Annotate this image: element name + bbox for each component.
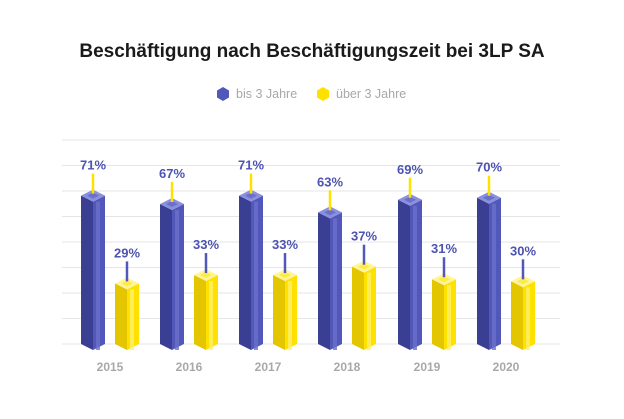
x-tick-label-2019: 2019 xyxy=(414,360,441,374)
value-label-2019-uber-3-jahre: 31% xyxy=(431,241,457,256)
value-label-2019-bis-3-jahre: 69% xyxy=(397,162,423,177)
bar-2018-uber-3-jahre xyxy=(352,244,376,350)
value-label-2018-bis-3-jahre: 63% xyxy=(317,174,343,189)
value-label-2020-uber-3-jahre: 30% xyxy=(510,243,536,258)
bar-2017-bis-3-jahre xyxy=(239,173,263,350)
value-label-2017-uber-3-jahre: 33% xyxy=(272,237,298,252)
value-label-2016-bis-3-jahre: 67% xyxy=(159,166,185,181)
chart-title: Beschäftigung nach Beschäftigungszeit be… xyxy=(79,41,545,62)
bar-2015-bis-3-jahre xyxy=(81,173,105,350)
value-label-2020-bis-3-jahre: 70% xyxy=(476,160,502,175)
value-label-2015-bis-3-jahre: 71% xyxy=(80,158,106,173)
grid-lines xyxy=(62,139,560,345)
value-label-2018-uber-3-jahre: 37% xyxy=(351,229,377,244)
legend-label-bis-3-jahre: bis 3 Jahre xyxy=(236,87,297,101)
x-axis-labels: 2015 2016 2017 2018 2019 2020 xyxy=(97,360,520,374)
bar-2015-uber-3-jahre xyxy=(115,261,139,350)
bar-2016-uber-3-jahre xyxy=(194,253,218,350)
value-labels: 71% 29% 67% 33% 71% 33% 63% 37% 69% 31% 70% 30% xyxy=(80,158,536,261)
value-label-2015-uber-3-jahre: 29% xyxy=(114,245,140,260)
legend-marker-bis-3-jahre xyxy=(217,87,229,101)
x-tick-label-2015: 2015 xyxy=(97,360,124,374)
legend-label-uber-3-jahre: über 3 Jahre xyxy=(336,87,406,101)
x-tick-label-2017: 2017 xyxy=(255,360,282,374)
legend-marker-uber-3-jahre xyxy=(317,87,329,101)
bar-2020-bis-3-jahre xyxy=(477,175,501,350)
bar-2019-bis-3-jahre xyxy=(398,177,422,350)
x-tick-label-2020: 2020 xyxy=(493,360,520,374)
x-tick-label-2018: 2018 xyxy=(334,360,361,374)
bar-2018-bis-3-jahre xyxy=(318,190,342,350)
x-tick-label-2016: 2016 xyxy=(176,360,203,374)
bar-2017-uber-3-jahre xyxy=(273,253,297,350)
value-label-2016-uber-3-jahre: 33% xyxy=(193,237,219,252)
bars xyxy=(81,173,535,350)
legend: bis 3 Jahre über 3 Jahre xyxy=(217,87,406,101)
bar-2019-uber-3-jahre xyxy=(432,257,456,350)
bar-2016-bis-3-jahre xyxy=(160,181,184,350)
value-label-2017-bis-3-jahre: 71% xyxy=(238,158,264,173)
bar-2020-uber-3-jahre xyxy=(511,259,535,350)
